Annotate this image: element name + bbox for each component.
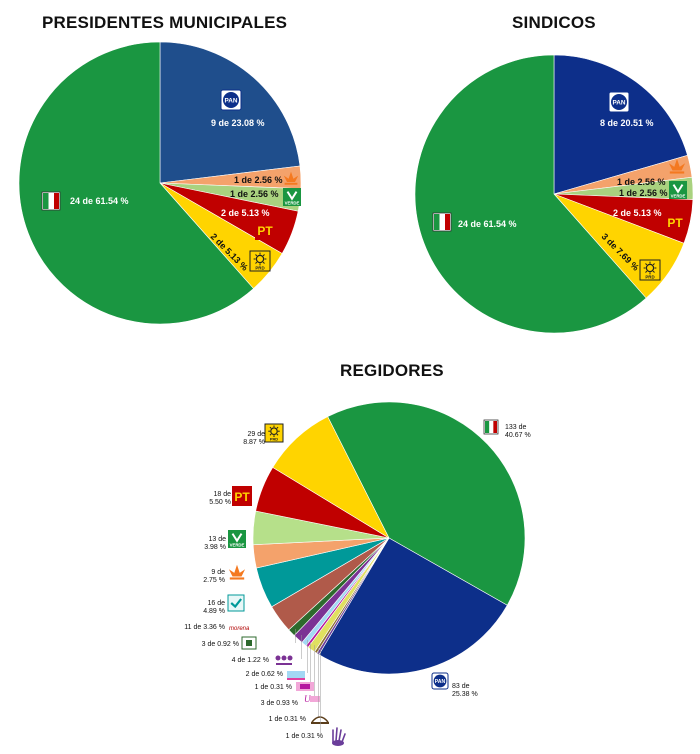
- data-label-regidores-7: 4 de 1.22 %: [232, 657, 269, 664]
- pie-slice-0-5: [18, 41, 254, 325]
- svg-text:PRD: PRD: [270, 437, 278, 442]
- data-label-regidores-4: 3 de 0.93 %: [261, 700, 298, 707]
- data-label-sindicos-5: 24 de 61.54 %: [458, 219, 517, 229]
- data-label-regidores-5: 1 de 0.31 %: [255, 684, 292, 691]
- svg-text:U: U: [304, 694, 311, 704]
- morena-logo-icon: morena: [229, 626, 250, 632]
- pri-logo-icon: [483, 419, 499, 435]
- pie-sindicos: [414, 54, 694, 334]
- pan-logo-icon: PAN: [608, 91, 630, 113]
- svg-text:VERDE: VERDE: [285, 201, 300, 206]
- mc-logo-icon: [668, 158, 686, 174]
- data-label-regidores-10: 16 de 4.89 %: [203, 600, 225, 615]
- mc-logo-icon: [283, 171, 299, 185]
- verde-logo-icon: VERDE: [669, 181, 687, 199]
- svg-text:PT: PT: [234, 490, 250, 504]
- svg-text:PRD: PRD: [255, 266, 264, 271]
- data-label-regidores-0: 133 de 40.67 %: [505, 424, 531, 439]
- data-label-regidores-14: 29 de 8.87 %: [243, 431, 265, 446]
- pt-logo-icon: PT: [255, 220, 275, 240]
- pie-slice-2-14: [272, 416, 390, 539]
- prd-logo-icon: PRD: [264, 423, 284, 443]
- prd-logo-icon: PRD: [249, 250, 271, 272]
- nueva-alianza-logo-icon: [287, 671, 305, 680]
- svg-text:PAN: PAN: [612, 99, 625, 106]
- prd-logo-icon: PRD: [639, 259, 661, 281]
- svg-text:VERDE: VERDE: [230, 543, 245, 548]
- svg-text:VERDE: VERDE: [671, 194, 686, 199]
- pri-logo-icon: [41, 191, 61, 211]
- data-label-regidores-8: 3 de 0.92 %: [202, 641, 239, 648]
- data-label-presidentes-3: 2 de 5.13 %: [221, 208, 270, 218]
- verde-logo-icon: VERDE: [283, 188, 301, 206]
- data-label-regidores-6: 2 de 0.62 %: [246, 671, 283, 678]
- pie-slice-1-5: [414, 54, 647, 334]
- svg-text:PT: PT: [257, 224, 273, 238]
- pie-regidores: [252, 401, 526, 675]
- svg-text:PRD: PRD: [645, 275, 654, 280]
- data-label-regidores-1: 83 de 25.38 %: [452, 683, 478, 698]
- data-label-regidores-13: 18 de 5.50 %: [209, 491, 231, 506]
- data-label-presidentes-1: 1 de 2.56 %: [234, 175, 283, 185]
- pie-slice-1-0: [553, 54, 688, 195]
- data-label-presidentes-0: 9 de 23.08 %: [211, 118, 265, 128]
- svg-text:PAN: PAN: [435, 679, 446, 685]
- lucha-logo-icon: [311, 716, 329, 724]
- pri-logo-icon: [432, 212, 452, 232]
- huellas-logo-icon: [296, 682, 314, 691]
- data-label-regidores-11: 9 de 2.75 %: [203, 569, 225, 584]
- data-label-regidores-3: 1 de 0.31 %: [269, 716, 306, 723]
- pie-slice-0-0: [159, 41, 301, 184]
- data-label-regidores-2: 1 de 0.31 %: [286, 733, 323, 740]
- data-label-presidentes-5: 24 de 61.54 %: [70, 196, 129, 206]
- pie-slice-2-1: [318, 537, 508, 675]
- data-label-sindicos-1: 1 de 2.56 %: [617, 177, 666, 187]
- hand-logo-icon: [332, 727, 346, 746]
- data-label-regidores-12: 13 de 3.98 %: [204, 536, 226, 551]
- data-label-sindicos-0: 8 de 20.51 %: [600, 118, 654, 128]
- data-label-sindicos-2: 1 de 2.56 %: [619, 188, 668, 198]
- data-label-presidentes-2: 1 de 2.56 %: [230, 189, 279, 199]
- pie-slice-2-0: [327, 401, 526, 606]
- svg-text:PT: PT: [667, 216, 683, 230]
- chart-title-regidores: REGIDORES: [340, 361, 444, 380]
- chart-title-presidentes: PRESIDENTES MUNICIPALES: [42, 13, 288, 32]
- pt-logo-icon: PT: [665, 212, 685, 232]
- pan-logo-icon: PAN: [220, 89, 242, 111]
- mc-logo-icon: [228, 564, 246, 580]
- unidad-logo-icon: U: [304, 694, 320, 704]
- encuentro-social-logo-icon: [275, 655, 293, 665]
- movimiento-ciudadano-logo-icon: [227, 594, 245, 612]
- data-label-sindicos-3: 2 de 5.13 %: [613, 208, 662, 218]
- data-label-regidores-9: 11 de 3.36 %: [184, 624, 225, 631]
- pt-logo-icon: PT: [232, 486, 252, 506]
- svg-text:PAN: PAN: [224, 97, 237, 104]
- pan-logo-icon: PAN: [431, 672, 449, 690]
- humanista-logo-icon: [241, 636, 257, 650]
- verde-logo-icon: VERDE: [228, 530, 246, 548]
- chart-title-sindicos: SINDICOS: [512, 13, 596, 32]
